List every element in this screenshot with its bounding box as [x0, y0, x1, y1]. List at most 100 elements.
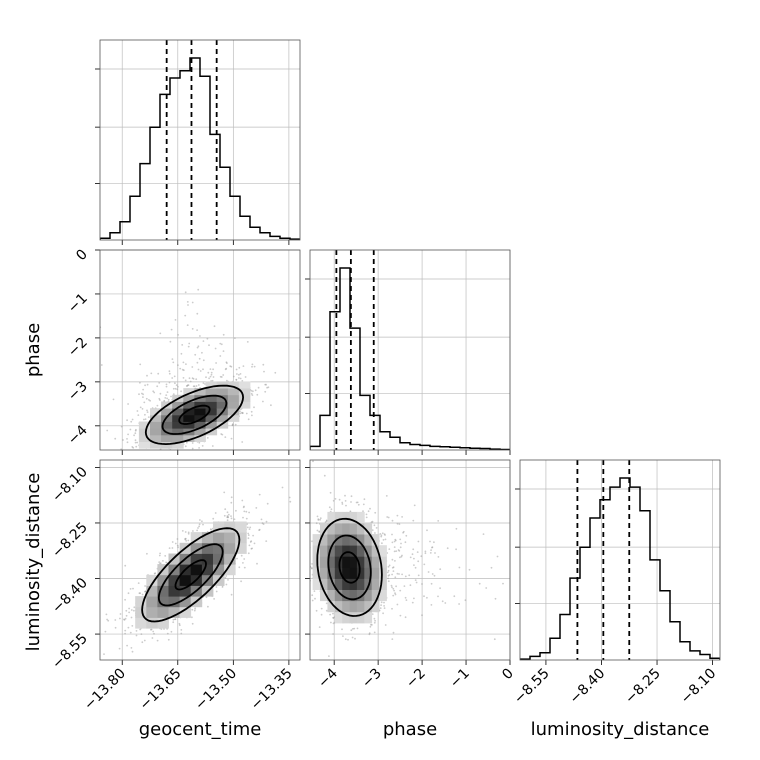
- density-cell: [224, 521, 236, 533]
- sample-point: [351, 636, 354, 639]
- panel-phase-luminosity_distance: −4 −3 −2 −1 0: [305, 459, 517, 691]
- sample-point: [382, 539, 385, 541]
- sample-point: [103, 653, 105, 655]
- density-cell: [327, 523, 336, 535]
- sample-point: [130, 616, 133, 619]
- sample-point: [114, 626, 117, 629]
- sample-point: [145, 397, 148, 400]
- sample-point: [374, 511, 377, 514]
- density-cell: [349, 556, 358, 568]
- sample-point: [345, 504, 347, 507]
- sample-point: [129, 631, 132, 634]
- sample-point: [399, 538, 402, 541]
- sample-point: [205, 596, 208, 599]
- sample-point: [313, 590, 316, 592]
- sample-point: [204, 383, 206, 385]
- sample-point: [184, 291, 187, 294]
- density-cell: [138, 434, 151, 442]
- sample-point: [230, 501, 233, 504]
- sample-point: [382, 612, 384, 615]
- sample-point: [131, 446, 134, 448]
- density-cell: [364, 534, 373, 546]
- sample-point: [187, 304, 189, 306]
- sample-point: [416, 551, 419, 553]
- density-cell: [190, 564, 203, 576]
- sample-point: [369, 507, 371, 510]
- contour-level-2: [161, 394, 228, 435]
- sample-point: [127, 433, 129, 436]
- sample-point: [146, 552, 148, 555]
- sample-point: [390, 584, 393, 587]
- sample-point: [126, 419, 128, 422]
- sample-point: [332, 499, 335, 502]
- sample-point: [374, 619, 376, 622]
- sample-point: [147, 416, 150, 418]
- sample-point: [341, 501, 344, 504]
- sample-point: [165, 394, 168, 396]
- sample-point: [191, 442, 194, 444]
- sample-point: [226, 519, 229, 522]
- sample-point: [208, 344, 210, 347]
- sample-point: [114, 437, 117, 440]
- density-cell: [334, 545, 343, 557]
- density-cell: [168, 596, 180, 608]
- sample-point: [141, 593, 144, 596]
- sample-point: [128, 607, 131, 610]
- sample-point: [126, 441, 129, 444]
- sample-point: [370, 623, 372, 626]
- plot-root: −4−3−2−10−13.80 −13.65 −13.50 −13.35−8.55−8…: [49, 39, 721, 713]
- density-cell: [183, 434, 195, 442]
- density-cell: [150, 428, 162, 436]
- density-cell: [334, 600, 343, 613]
- contour-level-3: [316, 517, 383, 617]
- sample-point: [502, 582, 504, 585]
- density-cell: [150, 434, 162, 442]
- xlabel-geocent-time: geocent_time: [139, 719, 262, 740]
- sample-point: [444, 602, 447, 604]
- density-cell: [190, 542, 203, 554]
- sample-point: [417, 540, 420, 543]
- density-cell: [312, 534, 321, 546]
- density-cell: [179, 574, 192, 586]
- sample-point: [485, 587, 488, 589]
- sample-point: [214, 347, 217, 350]
- sample-point: [380, 601, 383, 604]
- density-cell: [161, 408, 173, 416]
- sample-point: [329, 613, 331, 616]
- sample-point: [177, 546, 180, 549]
- sample-point: [214, 512, 217, 514]
- sample-point: [198, 357, 201, 360]
- sample-point: [153, 632, 155, 635]
- density-cell: [146, 606, 158, 618]
- sample-point: [119, 617, 121, 620]
- density-cell: [320, 567, 328, 579]
- sample-point: [414, 579, 417, 581]
- sample-point: [230, 517, 233, 520]
- sample-point: [173, 375, 176, 378]
- sample-point: [185, 540, 188, 542]
- sample-point: [494, 597, 497, 600]
- xlabel-phase: phase: [383, 719, 437, 740]
- sample-point: [137, 414, 140, 416]
- sample-point: [138, 592, 141, 595]
- ylabel-luminosity-distance: luminosity_distance: [23, 473, 44, 652]
- density-cell: [327, 567, 336, 579]
- density-cell: [235, 521, 247, 533]
- sample-point: [394, 576, 397, 579]
- sample-point: [253, 365, 256, 368]
- sample-point: [426, 529, 428, 532]
- sample-point: [315, 522, 318, 525]
- density-cell: [205, 428, 218, 436]
- density-cell: [371, 545, 380, 557]
- sample-point: [391, 573, 393, 576]
- density-cell: [356, 556, 365, 568]
- density-cell: [342, 523, 350, 535]
- density-cell: [135, 606, 147, 618]
- density-cell: [364, 611, 373, 624]
- sample-point: [167, 398, 170, 401]
- density-cell: [227, 381, 240, 389]
- sample-point: [163, 399, 166, 402]
- sample-point: [413, 564, 415, 566]
- sample-point: [174, 542, 177, 545]
